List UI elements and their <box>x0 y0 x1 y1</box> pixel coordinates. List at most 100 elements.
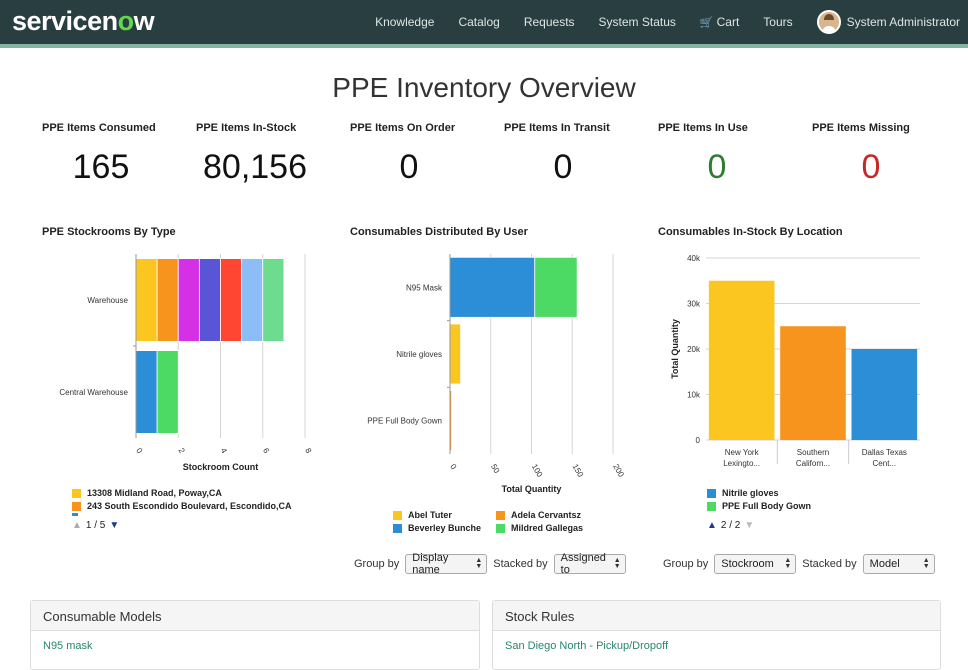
metric-on-order[interactable]: PPE Items On Order 0 <box>350 122 504 187</box>
legend-pager: ▲ 1 / 5 ▼ <box>72 520 119 531</box>
bar <box>708 280 775 440</box>
category-label: Central Warehouse <box>59 388 128 397</box>
chart-title-instock: Consumables In-Stock By Location <box>658 226 843 238</box>
select-arrows-icon: ▲ ▼ <box>475 557 483 570</box>
legend-item[interactable]: Mildred Gallegas <box>496 523 583 533</box>
metric-in-use[interactable]: PPE Items In Use 0 <box>658 122 812 187</box>
x-axis-label: Stockroom Count <box>183 462 259 472</box>
legend-item[interactable]: 243 South Escondido Boulevard, Escondido… <box>72 501 292 511</box>
nav-system-status[interactable]: System Status <box>598 15 676 29</box>
category-label: Warehouse <box>87 296 128 305</box>
pager-text: 1 / 5 <box>85 520 106 531</box>
panel-link[interactable]: San Diego North - Pickup/Dropoff <box>505 640 669 652</box>
pager-down-icon[interactable]: ▼ <box>744 520 755 531</box>
pager-down-icon[interactable]: ▼ <box>109 520 120 531</box>
legend-swatch <box>707 488 716 498</box>
select-arrows-icon: ▲ ▼ <box>613 557 621 570</box>
chart-title-stockrooms: PPE Stockrooms By Type <box>42 226 176 238</box>
bar-segment <box>177 258 200 342</box>
legend-label: Mildred Gallegas <box>511 523 584 533</box>
metric-value: 0 <box>399 148 419 186</box>
bar-segment <box>156 350 179 434</box>
category-label: Lexingto... <box>723 459 760 468</box>
main-nav: Knowledge Catalog Requests System Status… <box>351 0 960 44</box>
user-menu[interactable]: System Administrator <box>816 10 960 34</box>
tick-label: 50 <box>489 463 502 476</box>
legend-label: Abel Tuter <box>408 510 452 520</box>
instock-controls: Group by Stockroom ▲ ▼ Stacked by Model ▲… <box>663 554 941 574</box>
metric-missing[interactable]: PPE Items Missing 0 <box>812 122 966 187</box>
legend-swatch <box>393 523 402 533</box>
legend-swatch <box>393 510 402 520</box>
pager-up-icon[interactable]: ▲ <box>707 520 717 531</box>
bar-segment <box>220 258 243 342</box>
panel-link[interactable]: N95 mask <box>43 640 93 652</box>
tick-label: 10k <box>687 391 701 400</box>
metric-label: PPE Items Consumed <box>42 122 156 134</box>
tick-label: 4 <box>219 447 229 456</box>
tick-label: 200 <box>611 463 626 480</box>
nav-knowledge[interactable]: Knowledge <box>375 15 435 29</box>
bar-segment <box>534 256 578 318</box>
category-label: PPE Full Body Gown <box>367 417 442 426</box>
legend-label: PPE Full Body Gown <box>722 501 812 511</box>
stock-rules-panel: Stock Rules San Diego North - Pickup/Dro… <box>492 600 941 670</box>
metric-value: 80,156 <box>203 148 307 186</box>
tick-label: 0 <box>134 447 144 456</box>
y-axis-label: Total Quantity <box>670 319 680 379</box>
category-label: Cent... <box>873 459 897 468</box>
legend-label: 243 South Escondido Boulevard, Escondido… <box>87 501 292 511</box>
metric-label: PPE Items On Order <box>350 122 456 134</box>
legend-item[interactable]: Beverley Bunche <box>393 523 481 533</box>
panel-title: Stock Rules <box>493 601 940 631</box>
metric-value: 0 <box>861 148 881 186</box>
bar-segment <box>241 258 264 342</box>
stacked-by-label: Stacked by <box>493 558 548 570</box>
category-label: Californ... <box>796 459 830 468</box>
stacked-by-select[interactable]: Assigned to ▲ ▼ <box>553 552 626 576</box>
legend-label: Adela Cervantsz <box>511 510 582 520</box>
group-by-select[interactable]: Display name ▲ ▼ <box>405 552 488 576</box>
metric-consumed[interactable]: PPE Items Consumed 165 <box>42 122 196 187</box>
metric-label: PPE Items In Transit <box>504 122 610 134</box>
nav-cart[interactable]: 🛒 Cart <box>700 15 739 29</box>
bar-segment <box>449 323 461 385</box>
tick-label: 100 <box>530 463 545 480</box>
legend-item[interactable]: Adela Cervantsz <box>496 510 581 520</box>
metric-in-transit[interactable]: PPE Items In Transit 0 <box>504 122 658 187</box>
servicenow-logo[interactable]: servicenow <box>12 6 155 36</box>
user-name: System Administrator <box>846 15 960 29</box>
group-by-select[interactable]: Stockroom ▲ ▼ <box>714 554 797 574</box>
consumables-controls: Group by Display name ▲ ▼ Stacked by Assi… <box>354 552 632 576</box>
legend-pager: ▲ 2 / 2 ▼ <box>707 520 754 531</box>
stockrooms-chart: 0 2 4 6 8 Warehouse Central Warehouse Stockroom… <box>59 254 314 472</box>
legend-item[interactable]: PPE Full Body Gown <box>707 501 811 511</box>
instock-chart: 0 10k 20k 30k 40k New York Lexingto... Southern… <box>670 254 920 468</box>
pager-up-icon[interactable]: ▲ <box>72 520 82 531</box>
legend-swatch-clipped <box>72 513 78 516</box>
category-label: Dallas Texas <box>862 448 907 457</box>
metric-in-stock[interactable]: PPE Items In-Stock 80,156 <box>196 122 350 187</box>
tick-label: 20k <box>687 345 701 354</box>
tick-label: 0 <box>696 436 701 445</box>
stacked-by-select[interactable]: Model ▲ ▼ <box>862 554 935 574</box>
metric-value: 0 <box>707 148 727 186</box>
legend-label: 13308 Midland Road, Poway,CA <box>87 488 222 498</box>
legend-swatch <box>496 510 505 520</box>
nav-requests[interactable]: Requests <box>523 15 575 29</box>
legend-item[interactable]: Nitrile gloves <box>707 488 779 498</box>
nav-catalog[interactable]: Catalog <box>458 15 500 29</box>
select-arrows-icon: ▲ ▼ <box>784 557 792 570</box>
category-label: Nitrile gloves <box>396 350 442 359</box>
nav-tours[interactable]: Tours <box>763 15 793 29</box>
legend-swatch <box>707 501 716 511</box>
legend-item[interactable]: 13308 Midland Road, Poway,CA <box>72 488 222 498</box>
group-by-value: Stockroom <box>721 558 774 570</box>
bar-segment <box>156 258 179 342</box>
header-accent-stripe <box>0 44 968 48</box>
metric-label: PPE Items Missing <box>812 122 910 134</box>
legend-item[interactable]: Abel Tuter <box>393 510 452 520</box>
category-label: Southern <box>797 448 829 457</box>
stacked-by-value: Model <box>869 558 900 570</box>
bar <box>780 326 846 440</box>
